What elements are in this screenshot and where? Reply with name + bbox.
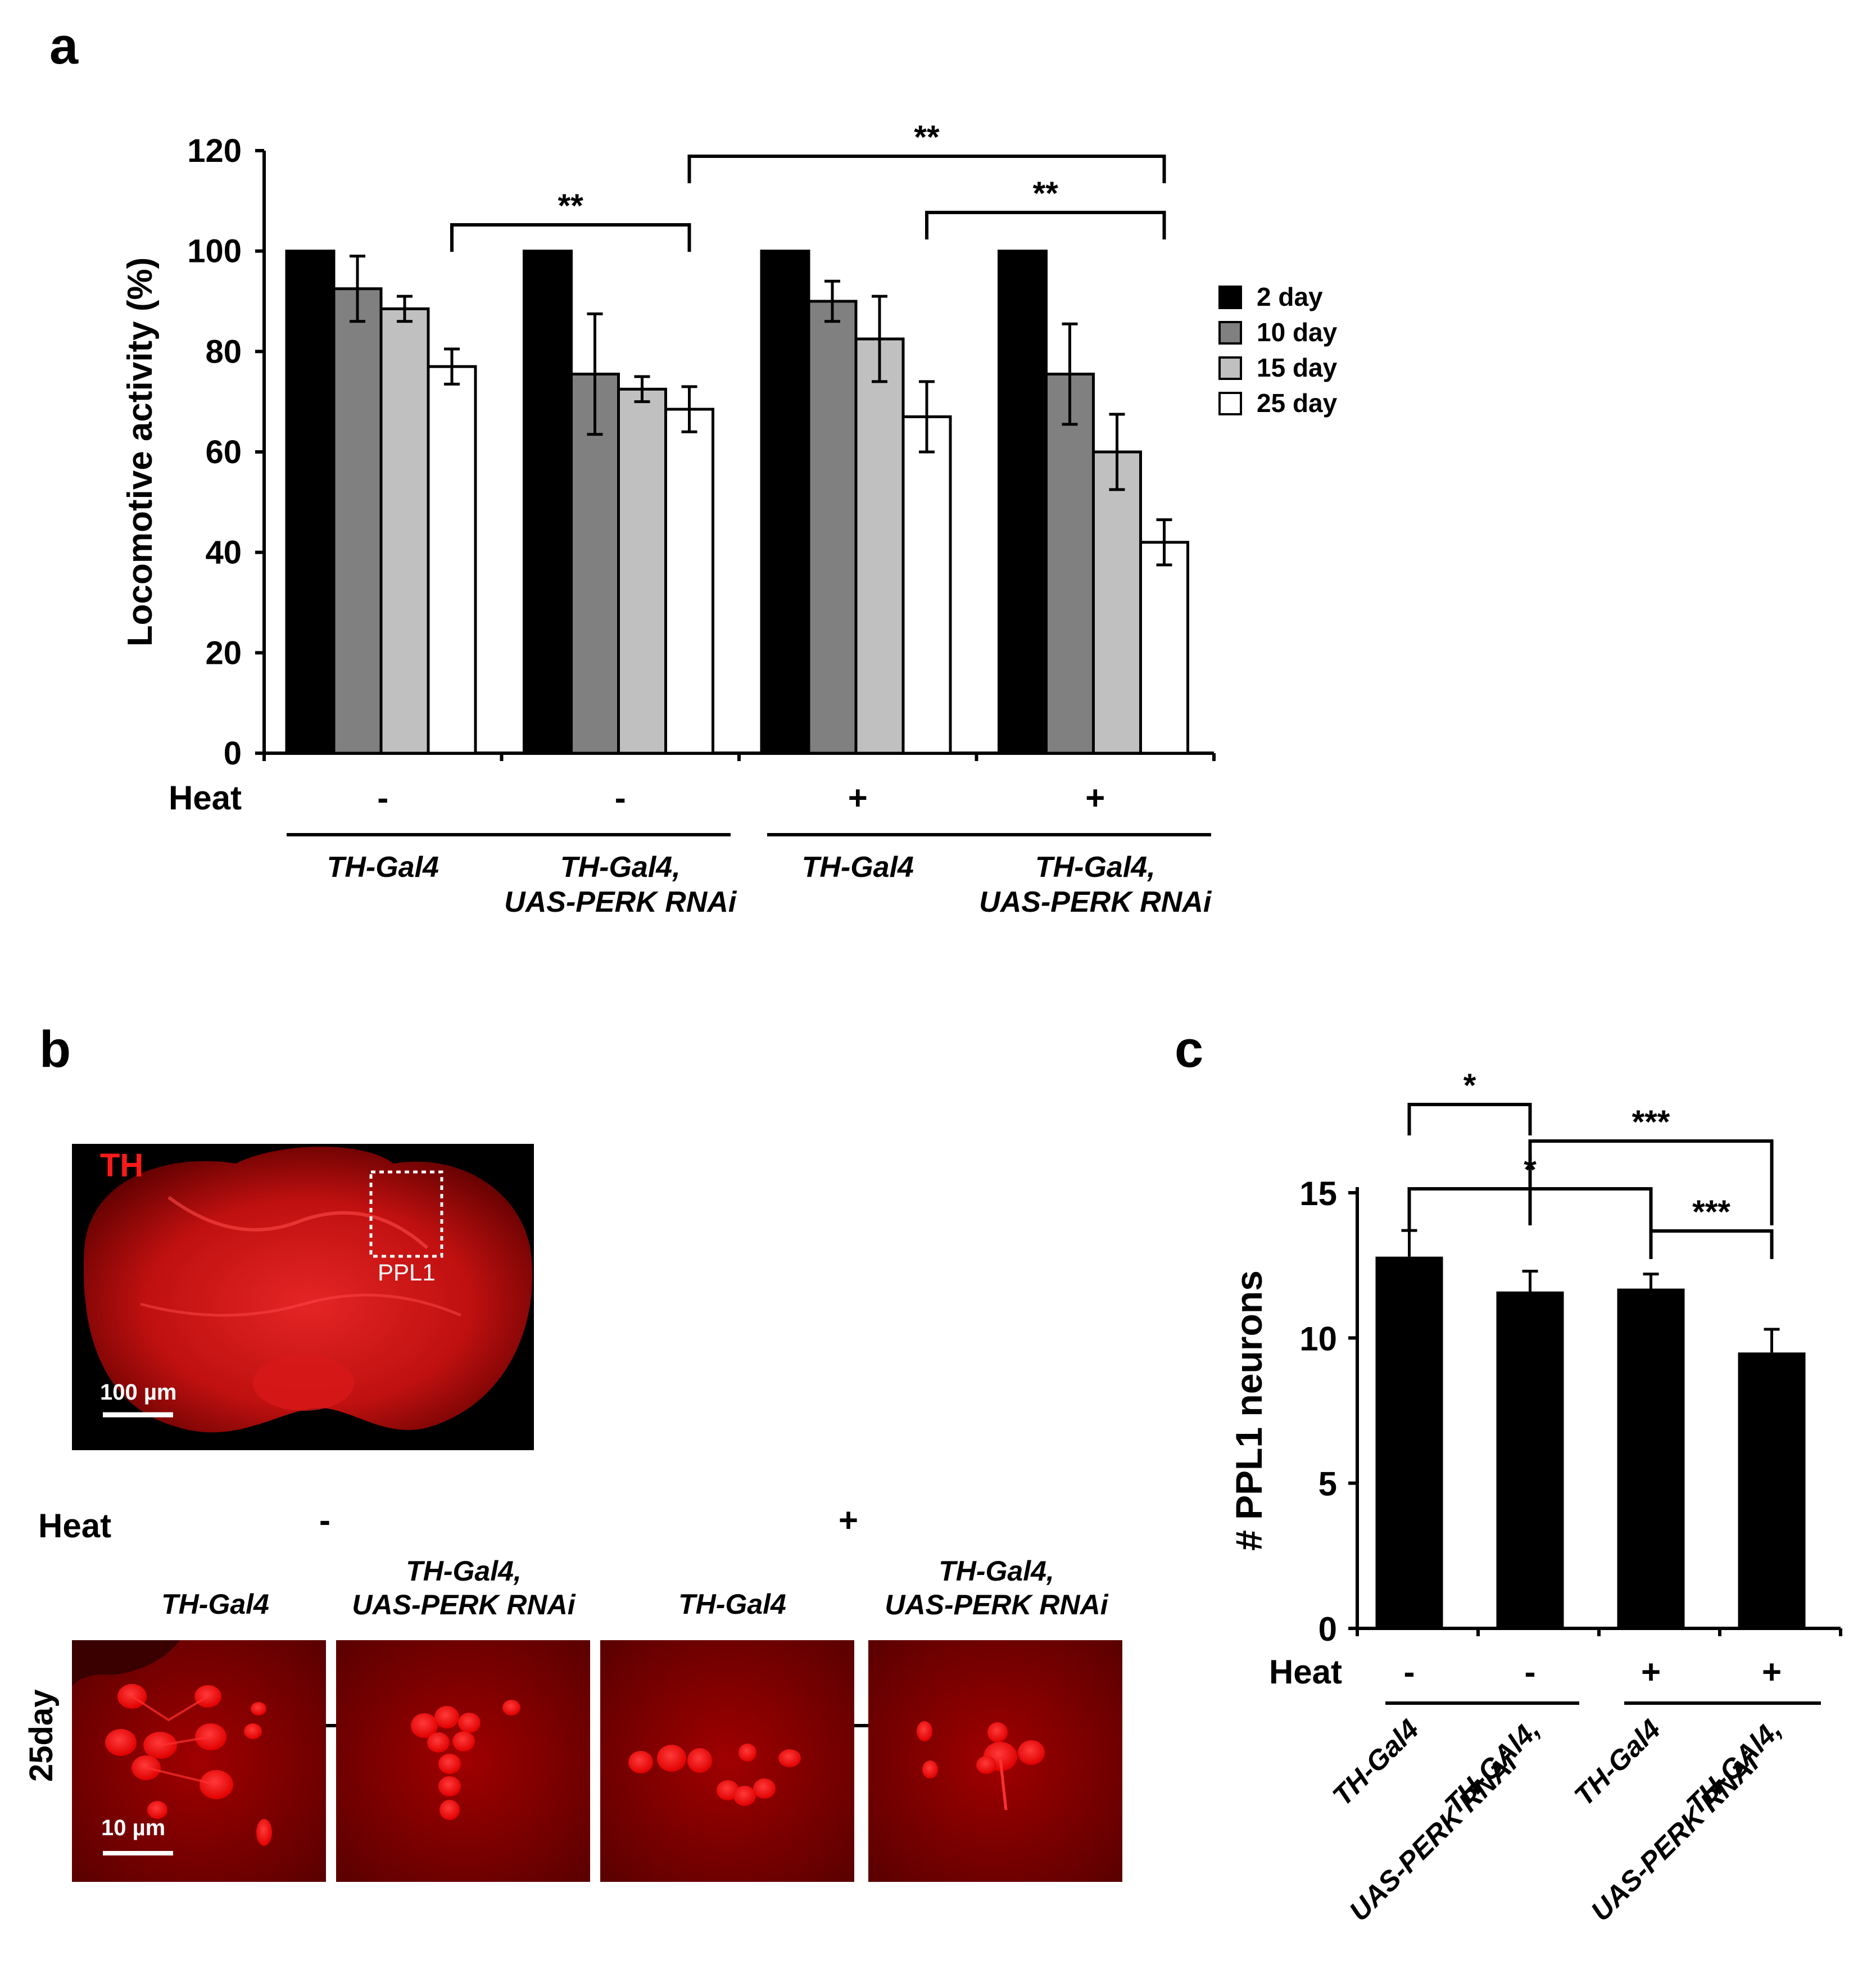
heat-sign-2: - <box>615 779 626 817</box>
significance-label: *** <box>1692 1194 1730 1230</box>
legend-label: 2 day <box>1257 282 1323 311</box>
overview-stain-label: TH <box>100 1147 144 1184</box>
genotype-label-4: UAS-PERK RNAi <box>979 886 1212 918</box>
bar-g4-2-day <box>998 250 1048 755</box>
y-tick-label: 40 <box>205 535 242 571</box>
y-tick-label: 0 <box>224 735 242 772</box>
bar-g4-10-day <box>1045 373 1095 755</box>
bar-g4-15-day <box>1092 450 1142 755</box>
y-tick-label: 100 <box>187 233 242 270</box>
significance-bracket <box>1649 1229 1774 1259</box>
bar-g1-2-day <box>285 250 336 755</box>
overview-roi-label: PPL1 <box>378 1259 436 1285</box>
ppl1-roi-box <box>369 1170 443 1258</box>
genotype-label-3: TH-Gal4 <box>1568 1713 1666 1812</box>
significance-bracket <box>1407 1103 1532 1135</box>
genotype-label-2: TH-Gal4, <box>560 851 681 884</box>
panel-b-heat-plus: + <box>839 1501 859 1539</box>
significance-bracket <box>450 223 691 252</box>
legend-swatch <box>1218 356 1242 380</box>
legend-label: 10 day <box>1257 318 1338 347</box>
bar-3 <box>1617 1288 1685 1628</box>
bar-g3-2-day <box>760 250 810 755</box>
significance-bracket <box>1407 1187 1653 1231</box>
panel-b-genotype-2: TH-Gal4, UAS-PERK RNAi <box>352 1555 576 1621</box>
legend-swatch <box>1218 286 1242 309</box>
panel-b-genotype-1: TH-Gal4 <box>161 1588 269 1620</box>
overview-scale-label: 100 µm <box>100 1380 177 1405</box>
genotype-label-1: TH-Gal4 <box>327 851 439 884</box>
significance-label: * <box>1524 1152 1537 1188</box>
brain-overview-image <box>72 1144 534 1450</box>
bar-g3-25-day <box>901 415 952 755</box>
y-tick-label: 0 <box>1318 1610 1337 1648</box>
legend-label: 25 day <box>1257 388 1338 418</box>
y-tick-label: 5 <box>1318 1465 1337 1503</box>
micro-th-gal4-perk-no-heat <box>336 1640 590 1882</box>
legend-swatch <box>1218 321 1242 345</box>
micro-scale-label: 10 µm <box>101 1816 166 1840</box>
significance-label: ** <box>914 119 940 156</box>
legend-swatch <box>1218 392 1242 415</box>
bar-g1-15-day <box>379 307 430 755</box>
bar-g2-15-day <box>617 387 667 755</box>
heat-sign-3: + <box>1641 1653 1661 1691</box>
heat-label: Heat <box>1269 1653 1342 1691</box>
significance-bracket <box>925 211 1166 239</box>
genotype-label-3: TH-Gal4 <box>802 851 914 884</box>
panel-b-microscopy: TH PPL1 100 µm Heat - + TH-Gal4 TH-Gal4,… <box>0 1012 1141 1967</box>
heat-sign-1: - <box>377 779 388 817</box>
bar-g2-2-day <box>523 250 573 755</box>
significance-bracket <box>1528 1139 1774 1225</box>
panel-b-heat-label: Heat <box>38 1507 112 1545</box>
heat-sign-3: + <box>848 779 868 817</box>
bar-g1-25-day <box>427 365 477 755</box>
panel-letter-c: c <box>1175 1021 1204 1078</box>
bar-g1-10-day <box>332 287 383 755</box>
genotype-label-4: TH-Gal4, <box>1035 851 1155 884</box>
y-tick-label: 10 <box>1299 1320 1337 1357</box>
micro-th-gal4-perk-heat <box>868 1640 1122 1882</box>
legend-label: 15 day <box>1257 353 1338 382</box>
y-tick-label: 20 <box>205 635 242 671</box>
y-axis-label: # PPL1 neurons <box>1228 1270 1270 1551</box>
y-tick-label: 60 <box>205 434 242 470</box>
genotype-label-2: UAS-PERK RNAi <box>504 886 737 918</box>
heat-label: Heat <box>169 779 242 817</box>
panel-letter-a: a <box>49 17 79 75</box>
panel-b-genotype-3: TH-Gal4 <box>678 1588 786 1620</box>
significance-label: ** <box>1033 175 1059 212</box>
micro-th-gal4-no-heat <box>72 1640 326 1882</box>
bar-2 <box>1496 1291 1564 1628</box>
bar-g3-15-day <box>854 337 905 755</box>
micro-th-gal4-heat <box>600 1640 854 1882</box>
bar-4 <box>1738 1352 1806 1628</box>
panel-b-heat-minus: - <box>319 1501 330 1539</box>
panel-letter-b: b <box>39 1021 71 1078</box>
y-tick-label: 120 <box>187 133 242 169</box>
chart-a-locomotive-activity: 0 20 40 60 80 100 120 Locomotive activity (%) He… <box>121 119 1338 918</box>
y-axis-label: Locomotive activity (%) <box>121 257 160 646</box>
significance-label: * <box>1463 1067 1476 1104</box>
heat-sign-4: + <box>1085 779 1105 817</box>
heat-sign-1: - <box>1404 1653 1415 1691</box>
bar-g4-25-day <box>1139 541 1189 755</box>
y-tick-label: 80 <box>205 333 242 370</box>
bar-g2-25-day <box>664 408 714 755</box>
bar-1 <box>1375 1256 1443 1628</box>
bar-g3-10-day <box>807 300 858 755</box>
genotype-label-1: TH-Gal4 <box>1326 1713 1425 1812</box>
significance-bracket <box>687 155 1166 183</box>
y-tick-label: 15 <box>1299 1175 1337 1212</box>
heat-sign-2: - <box>1525 1653 1536 1691</box>
heat-sign-4: + <box>1762 1653 1782 1691</box>
significance-label: ** <box>558 188 584 224</box>
panel-b-genotype-4: TH-Gal4, UAS-PERK RNAi <box>885 1555 1108 1621</box>
significance-label: *** <box>1632 1104 1670 1140</box>
